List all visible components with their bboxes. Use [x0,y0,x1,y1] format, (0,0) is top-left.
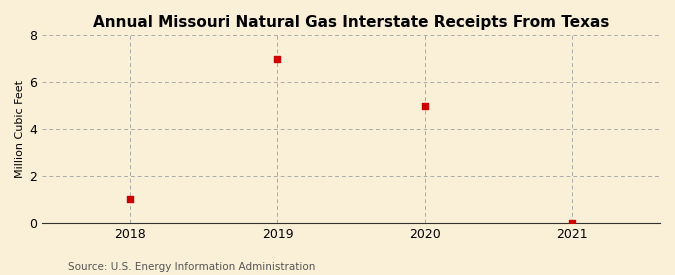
Y-axis label: Million Cubic Feet: Million Cubic Feet [15,80,25,178]
Point [566,221,577,225]
Text: Source: U.S. Energy Information Administration: Source: U.S. Energy Information Administ… [68,262,315,272]
Point [419,103,430,108]
Title: Annual Missouri Natural Gas Interstate Receipts From Texas: Annual Missouri Natural Gas Interstate R… [93,15,610,30]
Point [125,197,136,202]
Point [272,57,283,61]
